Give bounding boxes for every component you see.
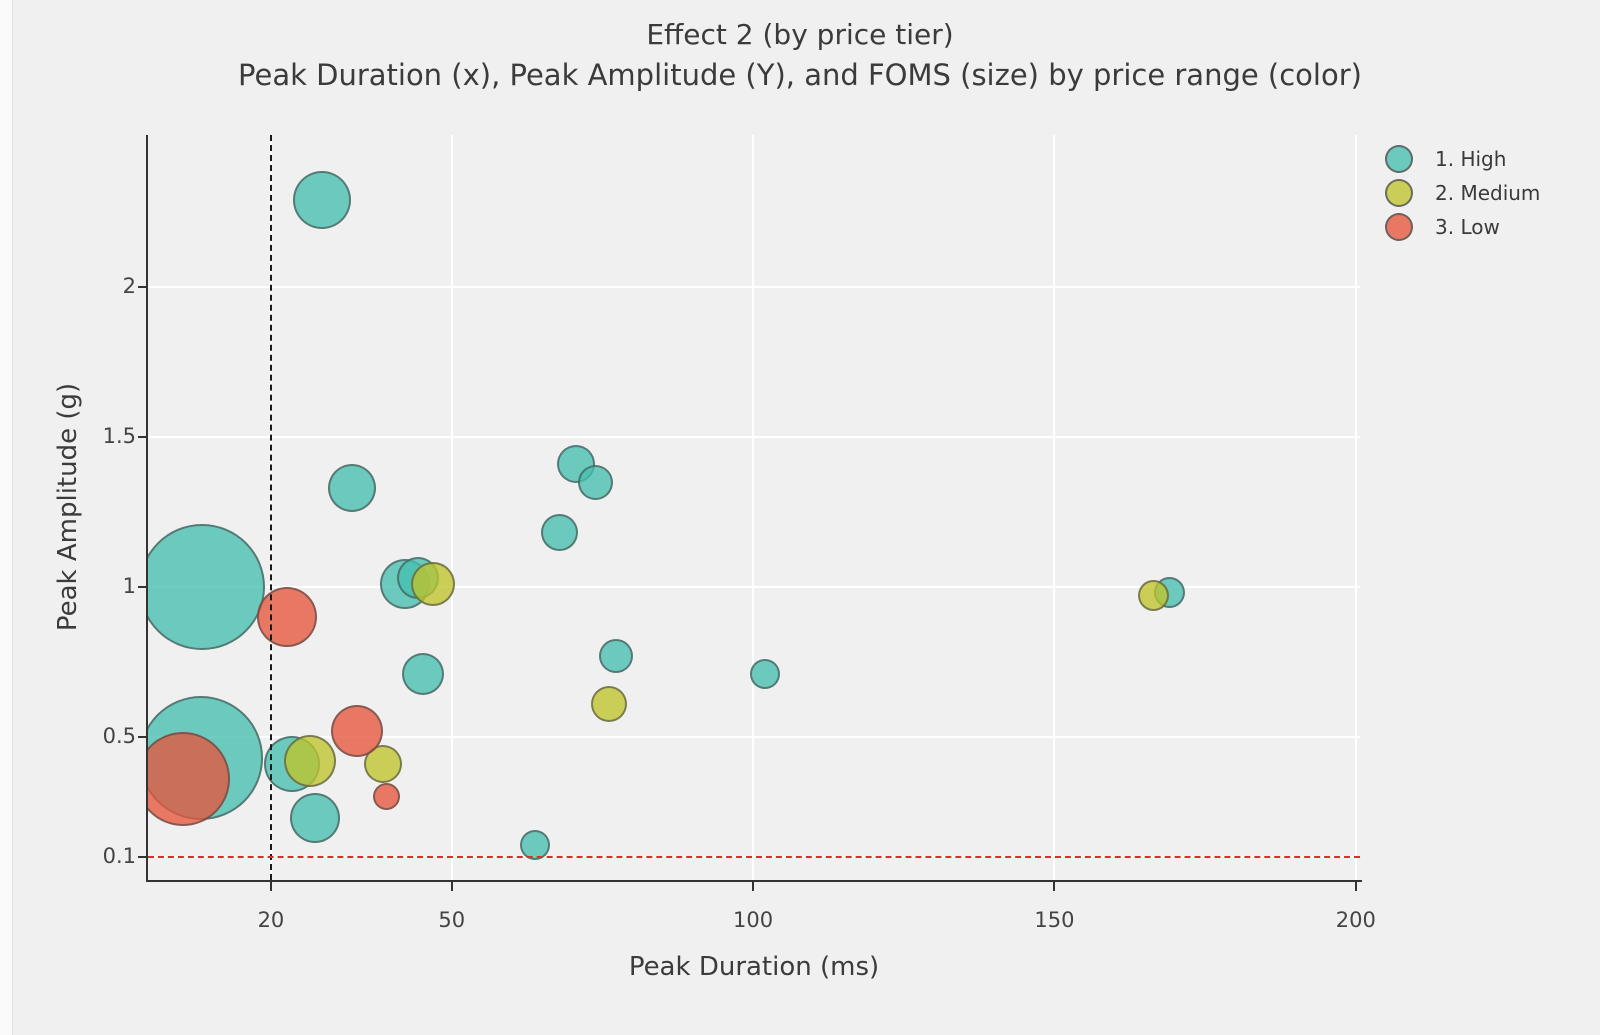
bubble <box>148 523 266 650</box>
y-tick-label: 1.5 <box>102 424 136 449</box>
bubble <box>331 704 384 757</box>
y-gridline <box>148 436 1360 439</box>
bubble <box>578 464 614 500</box>
legend: 1. High 2. Medium 3. Low <box>1385 142 1540 244</box>
chart-title: Effect 2 (by price tier) <box>646 18 954 51</box>
x-gridline <box>1053 135 1056 880</box>
y-gridline <box>148 735 1360 738</box>
bubble <box>749 658 780 689</box>
y-tick <box>138 735 147 738</box>
y-tick <box>138 436 147 439</box>
x-tick <box>752 882 755 891</box>
legend-marker-high-icon <box>1385 145 1413 173</box>
y-tick-label: 1 <box>122 573 136 598</box>
x-gridline <box>752 135 755 880</box>
y-axis-spine <box>146 135 148 882</box>
chart-subtitle: Peak Duration (x), Peak Amplitude (Y), a… <box>238 58 1362 92</box>
y-tick <box>138 585 147 588</box>
y-tick <box>138 286 147 289</box>
y-tick-label: 0.1 <box>102 843 136 868</box>
legend-item-label: 1. High <box>1435 147 1507 171</box>
legend-marker-medium-icon <box>1385 179 1413 207</box>
left-edge-strip <box>0 0 13 1035</box>
bubble <box>598 638 633 673</box>
x-axis-label: Peak Duration (ms) <box>628 952 880 982</box>
x-tick <box>1053 882 1056 891</box>
vline-threshold <box>269 135 272 880</box>
bubble <box>540 514 578 552</box>
x-tick-label: 200 <box>1335 908 1376 932</box>
x-tick-label: 150 <box>1034 908 1075 932</box>
bubble <box>591 685 628 722</box>
legend-item-label: 3. Low <box>1435 215 1500 239</box>
x-axis-spine <box>146 880 1362 882</box>
x-tick-label: 20 <box>257 908 285 932</box>
x-gridline <box>450 135 453 880</box>
bubble <box>293 171 352 230</box>
hline-threshold <box>148 855 1360 858</box>
legend-item: 2. Medium <box>1385 176 1540 210</box>
bubble <box>148 731 230 826</box>
legend-item-label: 2. Medium <box>1435 181 1541 205</box>
x-tick <box>269 882 272 891</box>
x-tick <box>450 882 453 891</box>
y-gridline <box>148 585 1360 588</box>
x-gridline <box>1354 135 1357 880</box>
bubble <box>284 734 337 787</box>
bubble <box>289 792 340 843</box>
y-gridline <box>148 286 1360 289</box>
x-tick <box>1354 882 1357 891</box>
legend-item: 1. High <box>1385 142 1540 176</box>
bubble <box>372 783 400 811</box>
y-tick <box>138 855 147 858</box>
y-tick-label: 0.5 <box>102 723 136 748</box>
bubble <box>364 744 403 783</box>
bubble <box>327 464 376 512</box>
bubble <box>257 586 318 647</box>
bubble <box>411 561 456 606</box>
y-tick-label: 2 <box>122 274 136 299</box>
legend-item: 3. Low <box>1385 210 1540 244</box>
bubble <box>519 829 550 860</box>
plot-panel <box>148 135 1360 880</box>
bubble <box>401 652 444 695</box>
bubble <box>1137 580 1169 612</box>
y-axis-label: Peak Amplitude (g) <box>53 382 83 632</box>
x-tick-label: 100 <box>733 908 774 932</box>
legend-marker-low-icon <box>1385 213 1413 241</box>
x-tick-label: 50 <box>438 908 466 932</box>
